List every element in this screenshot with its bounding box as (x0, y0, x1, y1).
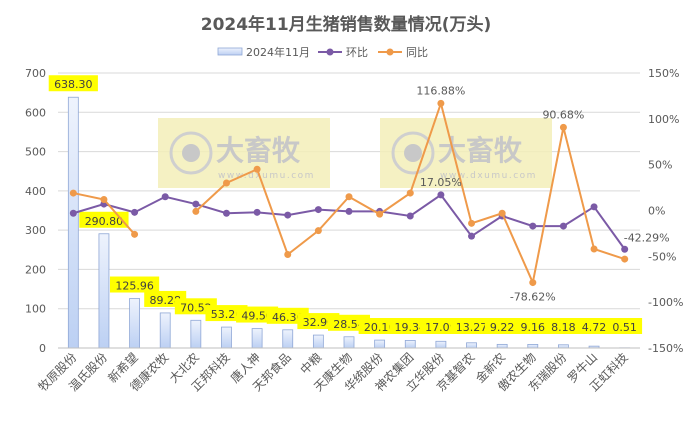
bar-data-label: 9.22 (490, 321, 515, 334)
bar-data-label: 4.72 (582, 321, 607, 334)
line-data-label: 90.68% (542, 108, 584, 121)
legend-label: 2024年11月 (246, 45, 310, 59)
bar (283, 330, 293, 348)
bar (160, 313, 170, 348)
line-data-label: -42.29% (624, 231, 670, 244)
bar (130, 299, 140, 348)
line-point (192, 208, 199, 215)
bar (313, 335, 323, 348)
left-tick-label: 600 (25, 106, 46, 119)
line-point (437, 100, 444, 107)
line-point (70, 190, 77, 197)
left-tick-label: 500 (25, 146, 46, 159)
bar-data-label: 9.16 (521, 321, 546, 334)
line-point (131, 231, 138, 238)
line-point (131, 209, 138, 216)
line-point (621, 256, 628, 263)
line-point (346, 208, 353, 215)
line-point (560, 223, 567, 230)
line-point (376, 211, 383, 218)
bar-data-label: 638.30 (54, 78, 93, 91)
bar (405, 340, 415, 348)
right-tick-label: 150% (648, 67, 679, 80)
line-point (468, 233, 475, 240)
bar-data-label: 125.96 (115, 280, 154, 293)
line-point (254, 166, 261, 173)
bar (436, 341, 446, 348)
left-tick-label: 700 (25, 67, 46, 80)
line-point (591, 203, 598, 210)
line-point (529, 223, 536, 230)
legend-label: 同比 (406, 46, 428, 59)
line-data-label: 116.88% (416, 84, 465, 97)
line-point (529, 279, 536, 286)
bar (375, 340, 385, 348)
line-point (621, 246, 628, 253)
line-point (346, 193, 353, 200)
line-point (192, 201, 199, 208)
bar (344, 337, 354, 348)
bar-data-label: 290.80 (85, 215, 124, 228)
legend-item: 同比 (378, 46, 428, 59)
line-point (100, 196, 107, 203)
line-point (223, 180, 230, 187)
right-tick-label: -50% (648, 250, 676, 263)
line-point (70, 210, 77, 217)
line-series: 116.88% 17.05% -78.62% 90.68% -42.29% (70, 84, 670, 303)
legend-item: 2024年11月 (218, 45, 310, 59)
bar (252, 329, 262, 348)
line-point (254, 209, 261, 216)
line-data-label: 17.05% (420, 176, 462, 189)
left-tick-label: 300 (25, 224, 46, 237)
legend-label: 环比 (346, 46, 368, 59)
left-tick-label: 400 (25, 185, 46, 198)
line-point (315, 206, 322, 213)
legend-item: 环比 (318, 46, 368, 59)
left-tick-label: 100 (25, 303, 46, 316)
bar (528, 344, 538, 348)
line-point (162, 193, 169, 200)
line-point (591, 246, 598, 253)
bar (191, 320, 201, 348)
legend-bar-swatch (218, 48, 242, 55)
svg-text:大畜牧: 大畜牧 (216, 134, 301, 167)
line-point (499, 210, 506, 217)
bar-data-label: 8.18 (551, 321, 576, 334)
right-tick-label: 0% (648, 205, 665, 218)
bar (467, 343, 477, 348)
line-point (468, 220, 475, 227)
left-tick-label: 200 (25, 263, 46, 276)
line-point (407, 190, 414, 197)
left-tick-label: 0 (39, 342, 46, 355)
right-tick-label: 100% (648, 113, 679, 126)
line-point (560, 124, 567, 131)
right-tick-label: -150% (648, 342, 683, 355)
bar (99, 234, 109, 348)
line-point (437, 191, 444, 198)
chart-title: 2024年11月生猪销售数量情况(万头) (201, 14, 492, 35)
bar-data-label: 0.51 (612, 321, 637, 334)
bar (497, 344, 507, 348)
line-data-label: -78.62% (510, 291, 556, 304)
line-point (223, 210, 230, 217)
line-point (407, 213, 414, 220)
line-point (315, 227, 322, 234)
right-tick-label: -100% (648, 296, 683, 309)
bar-data-label: 13.27 (456, 321, 488, 334)
line-point (284, 212, 291, 219)
bar (221, 327, 231, 348)
bar (68, 97, 78, 348)
legend: 2024年11月 环比 同比 (218, 45, 428, 59)
category-label: 中粮 (297, 350, 325, 378)
right-tick-label: 50% (648, 159, 672, 172)
line-point (284, 251, 291, 258)
